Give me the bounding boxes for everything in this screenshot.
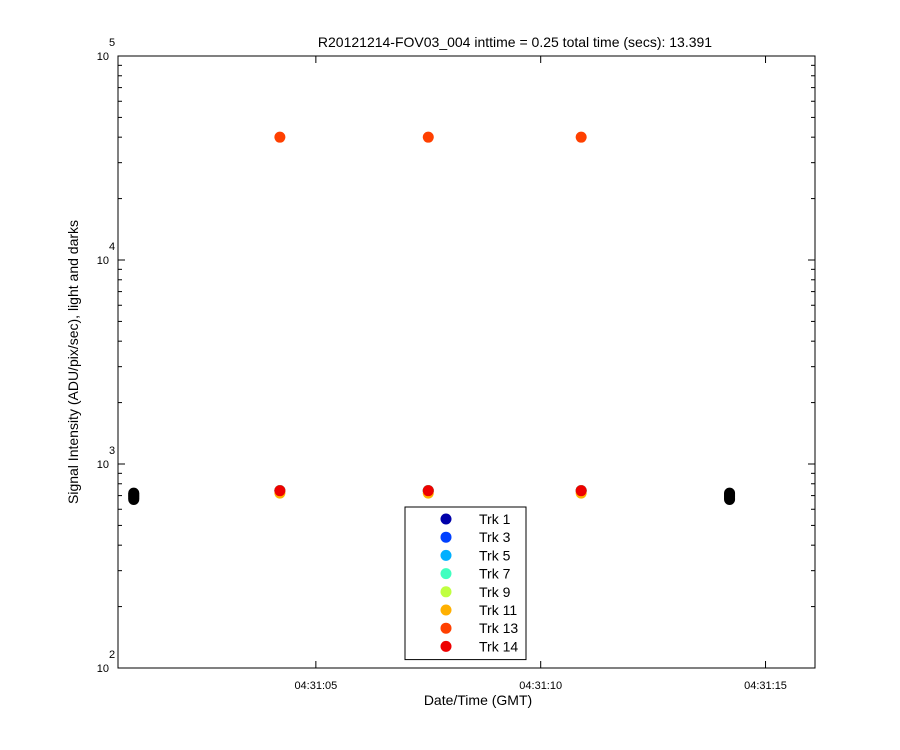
legend-label: Trk 11 [479,602,517,618]
legend-marker [440,640,452,652]
data-point [274,485,286,497]
chart-title: R20121214-FOV03_004 inttime = 0.25 total… [318,34,712,50]
y-tick-label: 10 [97,663,109,675]
y-tick-exponent: 3 [109,445,115,457]
legend-marker [440,531,452,543]
y-tick-label: 10 [97,51,109,63]
legend-label: Trk 14 [479,638,518,654]
legend-label: Trk 13 [479,620,518,636]
y-tick-label: 10 [97,459,109,471]
dark-point [128,487,140,499]
x-tick-label: 04:31:05 [294,680,337,692]
data-point [575,485,587,497]
x-tick-label: 04:31:10 [519,680,562,692]
x-tick-label: 04:31:15 [744,680,787,692]
minor-ticks [118,64,815,608]
legend-label: Trk 7 [479,566,511,582]
data-point [274,131,286,143]
data-point [422,131,434,143]
dark-point [724,487,736,499]
legend-marker [440,568,452,580]
legend-label: Trk 1 [479,511,511,527]
legend-label: Trk 9 [479,584,511,600]
legend-label: Trk 5 [479,547,511,563]
data-point [575,131,587,143]
legend-label: Trk 3 [479,529,511,545]
y-tick-exponent: 5 [109,37,115,49]
legend-marker [440,513,452,525]
y-tick-exponent: 4 [109,241,115,253]
y-tick-exponent: 2 [109,649,115,661]
y-tick-label: 10 [97,255,109,267]
y-axis-title: Signal Intensity (ADU/pix/sec), light an… [65,220,81,504]
legend-marker [440,604,452,616]
x-axis: 04:31:05 04:31:10 04:31:15 [294,56,787,692]
legend-marker [440,586,452,598]
legend: Trk 1 Trk 3 Trk 5 Trk 7 Trk 9 Trk 11 Trk 13 Trk… [404,506,527,661]
x-axis-title: Date/Time (GMT) [424,692,532,708]
legend-box [404,506,527,661]
data-points [128,131,736,505]
legend-marker [440,549,452,561]
legend-marker [440,622,452,634]
data-point [422,485,434,497]
